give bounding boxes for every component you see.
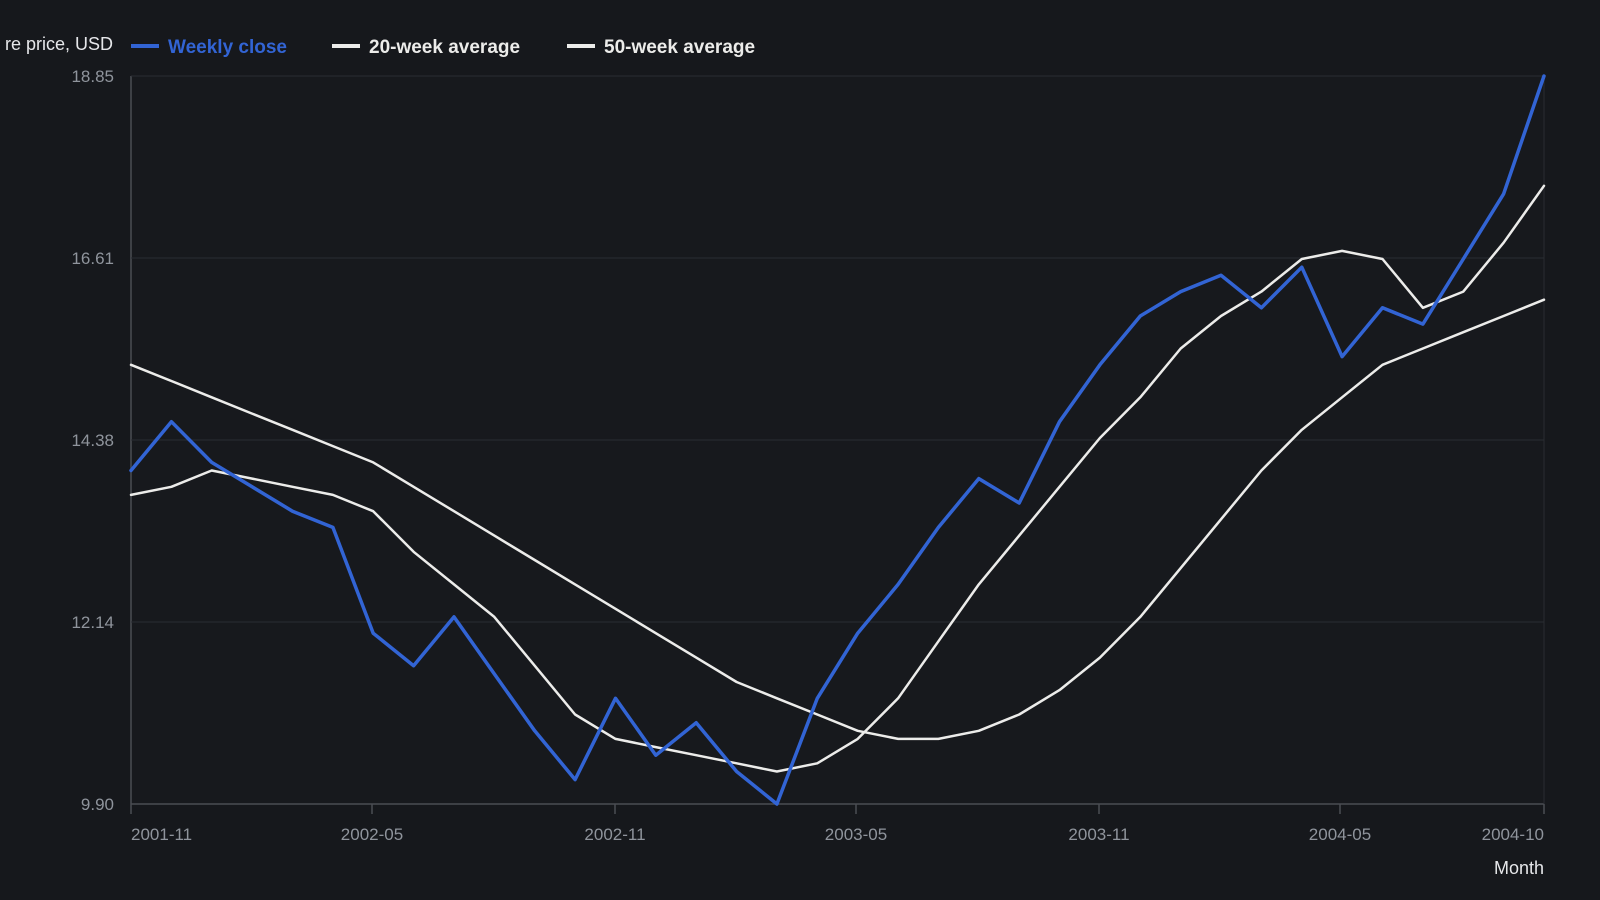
x-tick-label-5: 2004-05 — [1309, 825, 1371, 844]
y-tick-label-4: 18.85 — [71, 67, 114, 86]
legend-20-week-average[interactable]: 20-week average — [332, 37, 520, 58]
x-tick-label-2: 2002-11 — [584, 825, 645, 844]
y-axis-label: re price, USD — [5, 34, 113, 54]
series-line-50-week-average — [129, 298, 1546, 741]
series-line-weekly-close — [129, 74, 1546, 806]
y-tick-label-1: 12.14 — [71, 613, 114, 632]
x-tick-label-4: 2003-11 — [1068, 825, 1129, 844]
legend-label-50-week-average: 50-week average — [604, 37, 755, 58]
y-tick-label-2: 14.38 — [71, 431, 114, 450]
legend-weekly-close[interactable]: Weekly close — [131, 37, 287, 58]
x-axis-label: Month — [1494, 858, 1544, 878]
legend-50-week-average[interactable]: 50-week average — [567, 37, 755, 58]
series-line-20-week-average — [129, 184, 1546, 773]
legend-label-20-week-average: 20-week average — [369, 37, 520, 58]
y-tick-label-0: 9.90 — [81, 795, 114, 814]
legend-label-weekly-close: Weekly close — [168, 37, 287, 58]
x-tick-label-1: 2002-05 — [341, 825, 403, 844]
y-tick-label-3: 16.61 — [71, 249, 114, 268]
series-layer — [129, 74, 1546, 806]
x-tick-label-3: 2003-05 — [825, 825, 887, 844]
x-tick-label-6: 2004-10 — [1482, 825, 1544, 844]
x-tick-label-0: 2001-11 — [131, 825, 192, 844]
